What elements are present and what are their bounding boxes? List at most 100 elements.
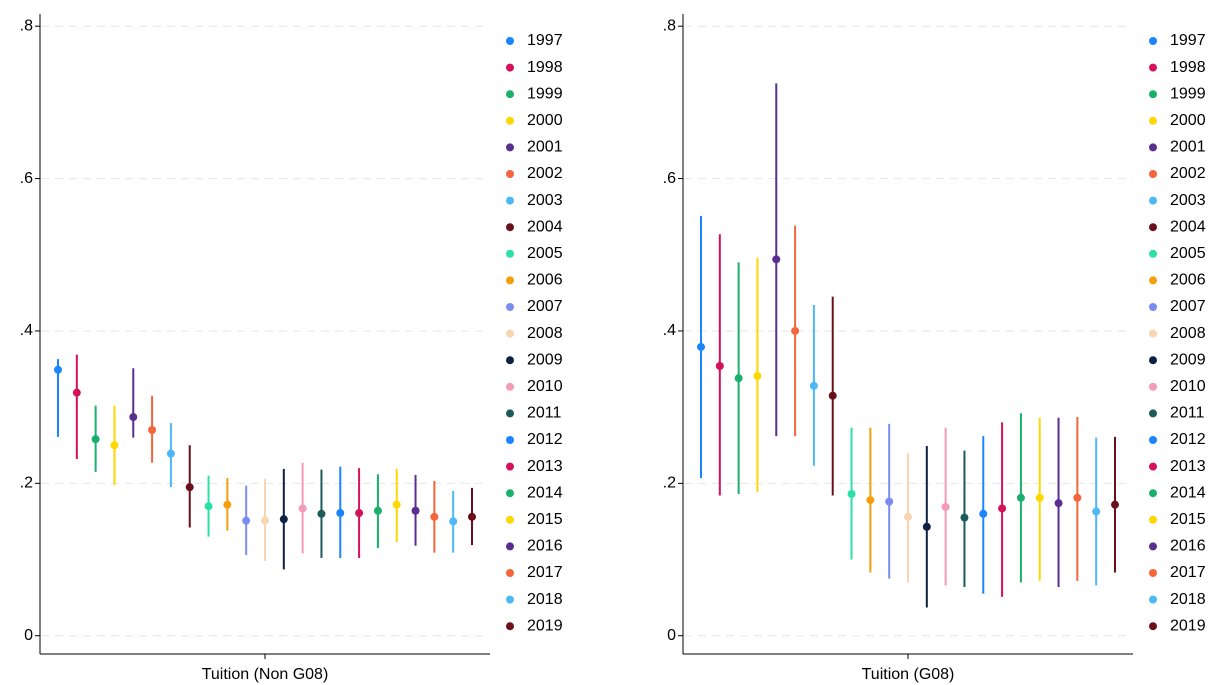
legend-marker [1149,542,1157,551]
legend-marker [506,436,514,444]
legend-marker [1149,409,1157,418]
legend-label: 2002 [1170,165,1206,182]
legend-label: 2019 [527,617,563,634]
legend-label: 1998 [527,59,563,76]
point [979,509,988,518]
legend-label: 2019 [1170,617,1206,634]
legend-marker [1149,143,1157,152]
legend-marker [506,303,514,311]
legend-marker [1149,356,1157,365]
legend-label: 2012 [527,431,563,448]
legend-marker [506,462,514,471]
point [430,512,439,521]
point [847,490,856,498]
legend-marker [506,143,514,152]
legend-marker [506,276,514,285]
point [242,516,251,525]
legend-marker [1149,569,1157,577]
point [1016,493,1025,502]
point [148,426,157,434]
legend-label: 2008 [1170,325,1206,342]
legend-label: 2011 [527,405,562,422]
legend-marker [506,595,514,604]
point [110,441,119,450]
legend-label: 2001 [1170,139,1206,156]
point [1054,499,1063,508]
y-tick-label: .8 [663,17,676,34]
legend-label: 2003 [527,192,563,209]
legend-label: 2008 [527,325,563,342]
legend-marker [506,196,514,205]
point [355,509,364,518]
point [904,512,912,521]
legend-marker [1149,489,1157,498]
point [468,512,476,521]
point [91,435,100,444]
legend-label: 2004 [527,218,563,235]
legend-label: 1998 [1170,59,1206,76]
legend-marker [506,90,514,99]
point [998,504,1007,513]
legend-label: 2013 [527,458,563,475]
legend-label: 2014 [1170,484,1206,501]
legend-label: 2016 [1170,538,1206,555]
point [336,509,345,518]
point [791,326,800,335]
legend-marker [1149,196,1157,205]
legend-marker [506,37,514,45]
legend-label: 2016 [527,538,563,555]
point [72,388,81,397]
legend-label: 1999 [1170,85,1206,102]
y-tick-label: .4 [663,322,676,339]
legend-label: 2000 [527,112,563,129]
legend-marker [1149,382,1157,391]
legend-marker [1149,249,1157,258]
legend-marker [506,515,514,524]
legend-label: 2017 [527,564,563,581]
legend-marker [506,249,514,258]
legend-marker [1149,63,1157,72]
legend-label: 2005 [527,245,563,262]
point [960,513,969,522]
point [185,483,194,492]
point [922,522,931,531]
y-tick-label: .4 [20,322,33,339]
legend-marker [506,170,514,178]
legend-marker [1149,223,1157,232]
point [828,391,837,400]
legend-label: 2006 [527,272,563,289]
legend-marker [1149,462,1157,471]
point [261,516,269,525]
legend-marker [506,489,514,498]
point [373,506,382,515]
legend-marker [506,223,514,232]
legend-label: 1999 [527,85,563,102]
legend-label: 2005 [1170,245,1206,262]
legend-label: 2006 [1170,272,1206,289]
legend-marker [506,622,514,631]
point [866,496,875,505]
legend-marker [506,356,514,365]
point [279,515,288,524]
point [223,500,232,509]
point [204,502,213,511]
legend-marker [1149,276,1157,285]
legend-marker [1149,595,1157,604]
legend-label: 2018 [1170,591,1206,608]
legend-marker [506,63,514,72]
point [1073,493,1082,502]
legend-label: 1997 [1170,32,1206,49]
legend-marker [1149,37,1157,45]
legend-marker [1149,90,1157,99]
legend-label: 2011 [1170,405,1205,422]
point [715,362,724,370]
point [298,504,307,513]
legend-marker [506,329,514,338]
point [392,500,401,509]
legend-label: 2015 [1170,511,1206,528]
point [166,449,175,458]
legend-marker [506,382,514,391]
point [809,381,818,390]
point [411,506,420,515]
